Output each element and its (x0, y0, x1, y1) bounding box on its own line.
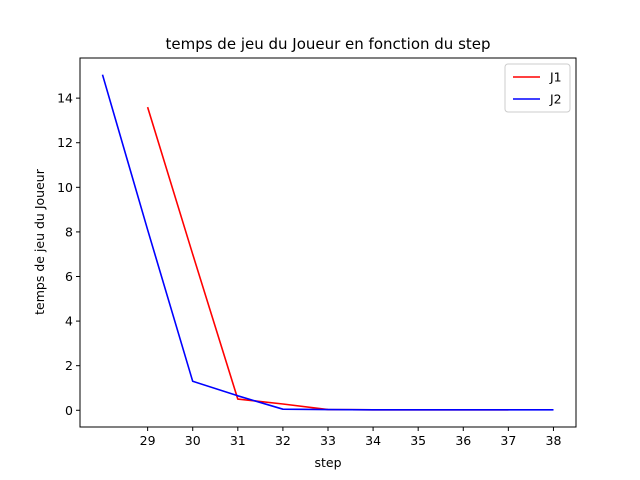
x-tick-label: 33 (320, 433, 336, 448)
x-tick-label: 29 (140, 433, 156, 448)
legend-box (504, 63, 571, 113)
y-tick-label: 6 (65, 269, 73, 284)
x-tick-label: 36 (455, 433, 471, 448)
series-line-j1 (146, 106, 509, 411)
plot-frame (79, 57, 577, 428)
y-tick-label: 12 (57, 135, 73, 150)
y-tick-label: 8 (65, 224, 73, 239)
x-tick-label: 32 (275, 433, 291, 448)
x-tick-label: 34 (365, 433, 381, 448)
series-line-j2 (101, 74, 554, 411)
legend-label-j1: J1 (549, 70, 562, 85)
y-tick-label: 14 (57, 91, 73, 106)
x-tick-label: 35 (410, 433, 426, 448)
y-tick-label: 0 (65, 403, 73, 418)
x-tick-label: 30 (185, 433, 201, 448)
x-axis-label: step (314, 455, 341, 470)
y-tick-label: 4 (65, 314, 73, 329)
y-axis-ticks: 0 2 4 6 8 10 12 14 (57, 91, 80, 418)
y-tick-label: 10 (57, 180, 73, 195)
x-tick-label: 38 (546, 433, 562, 448)
x-tick-label: 37 (500, 433, 516, 448)
y-axis-label: temps de jeu du Joueur (32, 168, 47, 315)
x-tick-label: 31 (230, 433, 246, 448)
chart-title: temps de jeu du Joueur en fonction du st… (165, 35, 490, 53)
legend-label-j2: J2 (549, 92, 562, 107)
x-axis-ticks: 29 30 31 32 33 34 35 36 37 38 (140, 427, 562, 448)
series-lines (101, 74, 554, 411)
y-tick-label: 2 (65, 358, 73, 373)
